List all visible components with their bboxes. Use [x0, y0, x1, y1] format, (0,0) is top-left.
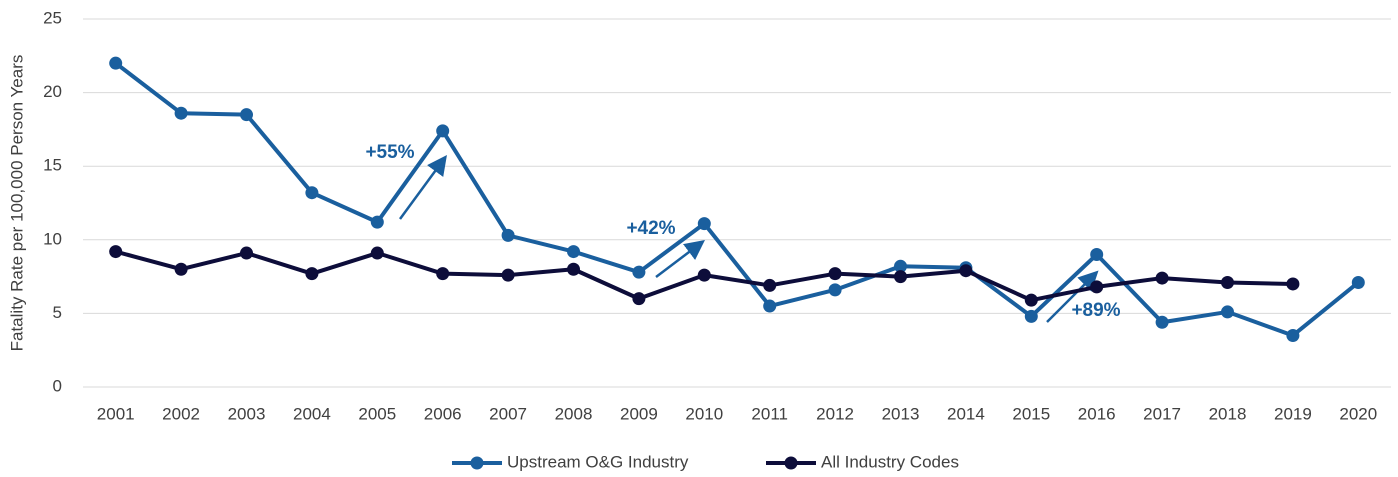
x-tick-label: 2004 [293, 404, 331, 423]
x-tick-label: 2017 [1143, 404, 1181, 423]
point [436, 267, 450, 281]
point [109, 245, 123, 259]
point [894, 259, 907, 273]
point [501, 228, 515, 242]
y-axis-label: Fatality Rate per 100,000 Person Years [7, 55, 26, 352]
point [305, 186, 319, 200]
point [1155, 315, 1169, 329]
point [1286, 277, 1300, 291]
point [632, 265, 646, 279]
x-tick-label: 2006 [424, 404, 462, 423]
point [240, 246, 253, 260]
point [240, 108, 253, 122]
x-tick-label: 2009 [620, 404, 658, 423]
annotation: +89% [1071, 300, 1120, 321]
x-tick-label: 2003 [228, 404, 266, 423]
y-tick-label: 25 [43, 8, 62, 27]
x-tick-label: 2020 [1339, 404, 1377, 423]
legend-marker [784, 456, 798, 470]
point [436, 124, 450, 138]
x-tick-label: 2015 [1012, 404, 1050, 423]
point [174, 262, 188, 276]
point [697, 268, 711, 282]
x-tick-label: 2011 [751, 404, 788, 423]
point [959, 264, 973, 278]
x-tick-label: 2007 [489, 404, 527, 423]
legend-label: Upstream O&G Industry [507, 452, 689, 471]
annotation: +42% [626, 218, 675, 239]
point [828, 283, 842, 297]
arrow [655, 239, 705, 278]
point [1090, 280, 1104, 294]
y-tick-label: 5 [53, 303, 62, 322]
y-tick-label: 20 [43, 82, 62, 101]
x-tick-label: 2012 [816, 404, 854, 423]
x-tick-label: 2002 [162, 404, 200, 423]
point [305, 267, 319, 281]
y-tick-label: 0 [53, 376, 62, 395]
point [501, 268, 515, 282]
point [697, 217, 711, 231]
y-tick-label: 15 [43, 156, 62, 175]
point [174, 106, 188, 120]
x-tick-label: 2008 [555, 404, 593, 423]
point [1221, 275, 1234, 289]
series-line [114, 61, 1360, 338]
point [632, 292, 646, 306]
legend-label: All Industry Codes [821, 452, 959, 471]
point [828, 267, 842, 281]
point [370, 246, 384, 260]
grid [83, 18, 1391, 388]
x-tick-label: 2001 [97, 404, 135, 423]
point [109, 56, 123, 70]
x-tick-label: 2019 [1274, 404, 1312, 423]
x-tick-label: 2010 [685, 404, 723, 423]
point [1090, 248, 1104, 262]
legend-marker [470, 456, 484, 470]
point [1024, 309, 1038, 323]
x-tick-label: 2014 [947, 404, 985, 423]
point [763, 278, 777, 292]
point [370, 215, 384, 229]
point [1024, 293, 1038, 307]
arrow [1046, 270, 1099, 323]
point [1221, 305, 1234, 319]
x-tick-label: 2018 [1209, 404, 1247, 423]
annotation: +55% [365, 142, 414, 163]
point [894, 270, 907, 284]
point [567, 262, 580, 276]
point [1286, 328, 1300, 342]
point [763, 299, 777, 313]
point [567, 245, 580, 259]
point [1155, 271, 1169, 285]
point [1351, 275, 1365, 289]
x-tick-label: 2013 [882, 404, 920, 423]
x-tick-label: 2016 [1078, 404, 1116, 423]
y-tick-label: 10 [43, 229, 62, 248]
arrow [398, 154, 447, 220]
x-tick-label: 2005 [358, 404, 396, 423]
